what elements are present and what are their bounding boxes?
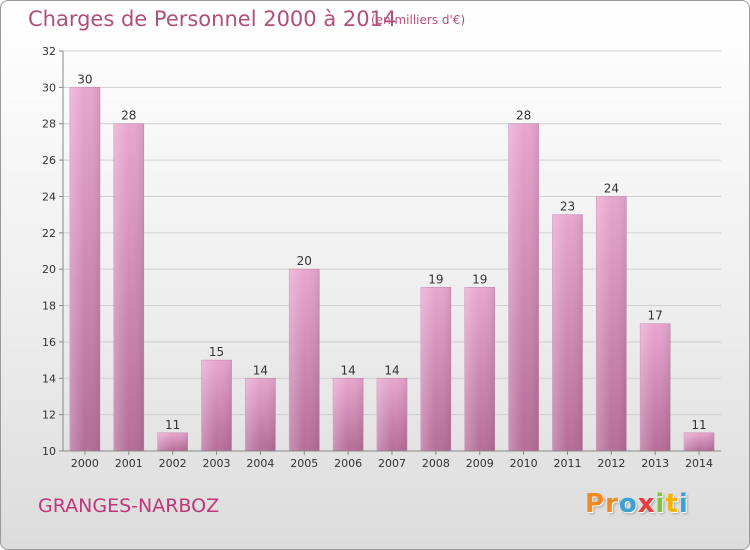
logo-letter: x <box>637 489 656 519</box>
y-tick-label: 24 <box>42 190 56 203</box>
bar-sheen <box>377 378 407 451</box>
x-tick-label: 2008 <box>422 457 450 470</box>
x-tick-label: 2005 <box>290 457 318 470</box>
data-label: 23 <box>560 200 575 214</box>
data-label: 19 <box>428 272 443 286</box>
data-label: 14 <box>384 363 399 377</box>
y-tick-label: 28 <box>42 118 56 131</box>
chart-subtitle: (en milliers d'€) <box>371 13 466 27</box>
x-tick-label: 2010 <box>510 457 538 470</box>
logo-letter: i <box>655 489 666 519</box>
y-tick-label: 22 <box>42 227 56 240</box>
data-label: 14 <box>340 363 355 377</box>
data-label: 30 <box>77 72 92 86</box>
x-tick-label: 2002 <box>159 457 187 470</box>
y-tick-label: 20 <box>42 263 56 276</box>
x-tick-label: 2003 <box>203 457 231 470</box>
data-label: 20 <box>297 254 312 268</box>
data-label: 19 <box>472 272 487 286</box>
data-label: 24 <box>604 181 619 195</box>
data-label: 17 <box>648 309 663 323</box>
bar-sheen <box>552 214 583 451</box>
commune-name: GRANGES-NARBOZ <box>38 495 220 517</box>
bar-sheen <box>508 123 539 452</box>
x-tick-label: 2012 <box>597 457 625 470</box>
proxiti-logo: Proxiti <box>585 489 689 519</box>
data-label: 28 <box>516 109 531 123</box>
bar-sheen <box>69 87 100 451</box>
x-tick-label: 2013 <box>641 457 669 470</box>
logo-letter: P <box>585 489 606 519</box>
bar-sheen <box>201 360 232 451</box>
y-tick-label: 16 <box>42 336 56 349</box>
y-tick-label: 26 <box>42 154 56 167</box>
logo-letter: o <box>618 489 638 519</box>
y-tick-label: 32 <box>42 45 56 58</box>
bar-sheen <box>289 269 320 451</box>
bar-sheen <box>596 196 627 451</box>
x-tick-label: 2006 <box>334 457 362 470</box>
chart-title: Charges de Personnel 2000 à 2014 <box>28 7 397 31</box>
bar-sheen <box>420 287 451 451</box>
y-tick-label: 12 <box>42 409 56 422</box>
x-tick-label: 2014 <box>685 457 713 470</box>
y-tick-label: 30 <box>42 81 56 94</box>
bar-sheen <box>684 432 715 451</box>
x-tick-label: 2011 <box>553 457 581 470</box>
data-label: 15 <box>209 345 224 359</box>
data-label: 11 <box>165 418 180 432</box>
bar-sheen <box>464 287 495 451</box>
x-tick-label: 2000 <box>71 457 99 470</box>
logo-letter: r <box>605 489 619 519</box>
bar-sheen <box>113 123 144 452</box>
x-tick-label: 2004 <box>246 457 274 470</box>
x-tick-label: 2009 <box>466 457 494 470</box>
data-label: 28 <box>121 109 136 123</box>
data-label: 11 <box>691 418 706 432</box>
bar-sheen <box>640 323 671 451</box>
y-tick-label: 18 <box>42 300 56 313</box>
logo-letter: i <box>678 489 689 519</box>
bar-sheen <box>157 432 188 451</box>
logo-letter: t <box>665 489 679 519</box>
bar-sheen <box>333 378 364 451</box>
y-tick-label: 14 <box>42 372 56 385</box>
x-tick-label: 2001 <box>115 457 143 470</box>
bar-sheen <box>245 378 276 451</box>
y-tick-label: 10 <box>42 445 56 458</box>
data-label: 14 <box>253 363 268 377</box>
x-tick-label: 2007 <box>378 457 406 470</box>
